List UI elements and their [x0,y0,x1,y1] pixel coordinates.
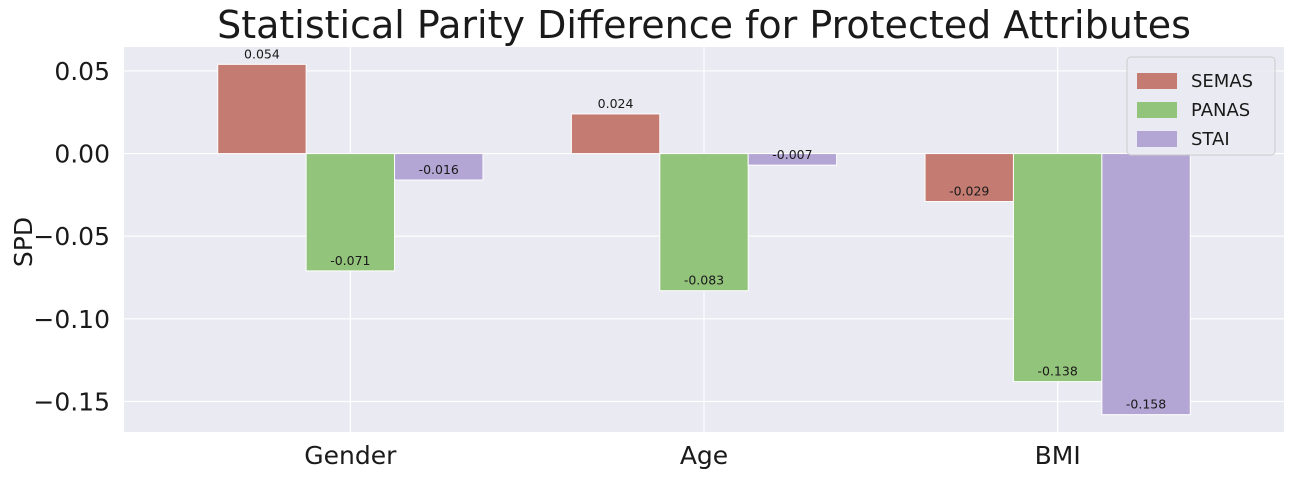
y-tick-label: 0.05 [54,57,110,86]
x-tick-label: BMI [1035,441,1081,470]
x-tick-labels: Gender Age BMI [304,441,1080,470]
legend-label: SEMAS [1191,71,1253,92]
legend-swatch [1137,131,1177,147]
bars [217,63,1191,416]
legend-label: PANAS [1191,100,1250,121]
data-label: -0.007 [772,147,812,162]
y-tick-label: 0.00 [54,140,110,169]
data-label: -0.138 [1038,364,1078,379]
data-label: 0.024 [598,96,634,111]
y-tick-label: −0.15 [33,387,110,416]
bar-panas-gender [305,153,396,272]
x-tick-label: Age [680,441,728,470]
y-tick-label: −0.10 [33,305,110,334]
data-label: -0.158 [1126,397,1166,412]
chart-title: Statistical Parity Difference for Protec… [217,3,1191,47]
bar-stai-age [747,153,838,166]
data-label: -0.016 [419,162,459,177]
x-tick-label: Gender [304,441,397,470]
legend-label: STAI [1191,129,1230,150]
legend-swatch [1137,102,1177,118]
data-label: -0.029 [949,183,989,198]
data-label: 0.054 [244,46,280,61]
data-label: -0.083 [684,273,724,288]
data-label: -0.071 [330,253,370,268]
bar-panas-bmi [1012,153,1103,383]
bar-semas-age [570,113,661,155]
bar-panas-age [659,153,749,292]
bar-semas-gender [217,63,307,155]
y-tick-labels: 0.05 0.00 −0.05 −0.10 −0.15 [33,57,110,416]
legend: SEMAS PANAS STAI [1126,56,1276,156]
data-labels: 0.054 0.024 -0.029 -0.071 -0.083 -0.138 -0.016… [244,46,1166,411]
y-tick-label: −0.05 [33,222,110,251]
bar-stai-gender [394,153,484,181]
legend-swatch [1137,73,1177,89]
bar-stai-bmi [1101,153,1191,416]
y-axis-label: SPD [9,217,38,267]
